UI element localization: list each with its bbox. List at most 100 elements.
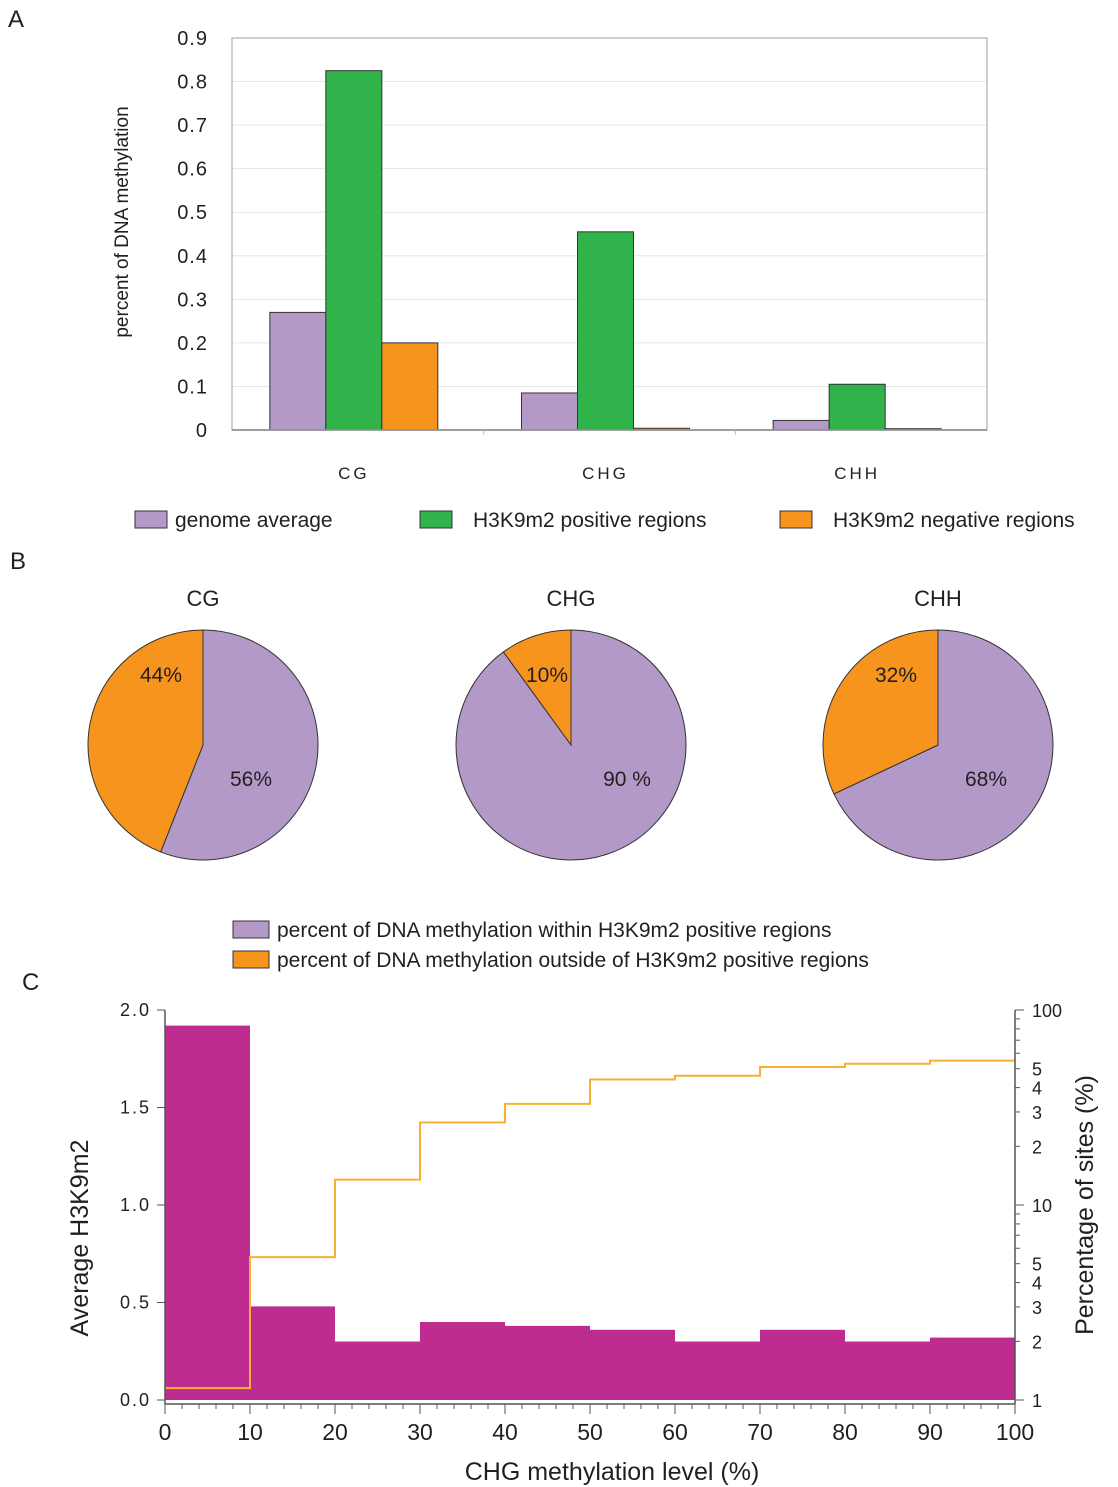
- panel-c-histogram: C 0 10 20 30 40 50 60 70 80 90 100 0.0 0.5 1.0 1.5 2.0 1…: [22, 969, 1099, 1486]
- pie-label-chh-0: 68%: [965, 768, 1007, 791]
- bar-cg-h3k9m2-positive-regions: [325, 70, 383, 431]
- y-tick-label-0-9: 0.9: [177, 28, 208, 50]
- legend-label-h3k9m2-negative-regions: H3K9m2 negative regions: [833, 509, 1075, 532]
- histogram-bar-50-60: [590, 1329, 675, 1400]
- cumulative-step-line: [165, 1059, 1015, 1390]
- panel-b-pie-charts: B CG 56% 44% CHG 90 % 10% CHH 68% 32% percent of…: [10, 548, 1054, 972]
- pies: CG 56% 44% CHG 90 % 10% CHH 68% 32%: [87, 586, 1054, 861]
- right-tick-label-10: 10: [1032, 1196, 1052, 1216]
- y-tick-label-0-3: 0.3: [177, 289, 208, 311]
- x-tick-label-90: 90: [917, 1419, 943, 1445]
- right-tick-label-1: 1: [1032, 1391, 1042, 1411]
- histogram-bar-60-70: [675, 1341, 760, 1400]
- pie-slice-chg-0: [455, 629, 687, 861]
- x-tick-label-40: 40: [492, 1419, 518, 1445]
- legend: genome average H3K9m2 positive regions H3K…: [134, 509, 1075, 532]
- legend-swatch-0: [232, 920, 270, 939]
- right-tick-label-20: 2: [1032, 1137, 1042, 1157]
- right-tick-label-100: 100: [1032, 1001, 1062, 1021]
- y-tick-label-0-1: 0.1: [177, 376, 208, 398]
- pie-title-chg: CHG: [547, 586, 596, 611]
- x-tick-label-50: 50: [577, 1419, 603, 1445]
- right-tick-label-4: 4: [1032, 1274, 1042, 1294]
- pie-title-chh: CHH: [914, 586, 962, 611]
- bar-chg-h3k9m2-positive-regions: [577, 231, 634, 431]
- pie-slice-chh-0: [833, 629, 1054, 861]
- pie-slice-chh-1: [822, 629, 939, 795]
- histogram-bar-10-20: [250, 1306, 335, 1400]
- category-label-chg: CHG: [582, 464, 629, 483]
- pie-label-chg-1: 10%: [526, 664, 568, 687]
- histogram-bar-30-40: [420, 1322, 505, 1400]
- right-tick-label-5: 5: [1032, 1255, 1042, 1275]
- x-tick-label-60: 60: [662, 1419, 688, 1445]
- pie-slice-cg-1: [87, 629, 204, 853]
- y-tick-label-0-6: 0.6: [177, 159, 208, 181]
- legend-label-h3k9m2-positive-regions: H3K9m2 positive regions: [473, 509, 706, 532]
- legend-swatch-h3k9m2-negative-regions: [779, 510, 813, 529]
- pie-chg: CHG 90 % 10%: [455, 586, 687, 861]
- bar-cg-genome-average: [269, 311, 327, 431]
- x-tick-label-70: 70: [747, 1419, 773, 1445]
- left-tick-label-1-0: 1.0: [120, 1195, 151, 1215]
- tick-labels: 0 10 20 30 40 50 60 70 80 90 100 0.0 0.5 1.0 1.5 2.0 1 2 3…: [120, 1000, 1062, 1445]
- y-tick-label-0-5: 0.5: [177, 202, 208, 224]
- right-tick-label-30: 3: [1032, 1103, 1042, 1123]
- category-labels: CG CHG CHH: [338, 464, 880, 483]
- histogram-bar-70-80: [760, 1329, 845, 1400]
- legend-swatch-h3k9m2-positive-regions: [419, 510, 453, 529]
- y-tick-label-0-2: 0.2: [177, 333, 208, 355]
- right-tick-label-3: 3: [1032, 1298, 1042, 1318]
- right-tick-label-2: 2: [1032, 1332, 1042, 1352]
- histogram-bar-90-100: [930, 1337, 1015, 1400]
- y-tick-label-0-8: 0.8: [177, 72, 208, 94]
- category-label-chh: CHH: [834, 464, 880, 483]
- left-tick-label-0-0: 0.0: [120, 1390, 151, 1410]
- panel-a-bar-chart: A 00.10.20.30.40.50.60.70.80.9 CG CHG CHH …: [8, 6, 1075, 532]
- x-tick-label-80: 80: [832, 1419, 858, 1445]
- pie-slice-chg-1: [502, 629, 572, 747]
- category-label-cg: CG: [338, 464, 370, 483]
- left-y-axis-title: Average H3K9m2: [66, 1140, 94, 1337]
- histogram-bar-0-10: [165, 1025, 250, 1400]
- legend-label-genome-average: genome average: [175, 509, 333, 532]
- y-tick-label-0: 0: [196, 420, 208, 442]
- pie-cg: CG 56% 44%: [87, 586, 319, 861]
- pie-title-cg: CG: [187, 586, 220, 611]
- pie-label-chg-0: 90 %: [603, 768, 651, 791]
- panel-label-b: B: [10, 548, 26, 575]
- histogram-bar-20-30: [335, 1341, 420, 1400]
- histogram-bar-40-50: [505, 1325, 590, 1400]
- pie-slice-cg-0: [160, 629, 319, 861]
- legend-swatch-1: [232, 950, 270, 969]
- left-tick-label-0-5: 0.5: [120, 1293, 151, 1313]
- legend: percent of DNA methylation within H3K9m2…: [232, 919, 869, 972]
- y-axis-title: percent of DNA methylation: [112, 106, 133, 337]
- axes: [231, 37, 988, 435]
- x-tick-label-10: 10: [237, 1419, 263, 1445]
- x-tick-label-20: 20: [322, 1419, 348, 1445]
- legend-label-0: percent of DNA methylation within H3K9m2…: [277, 919, 831, 942]
- bars: [269, 70, 942, 431]
- pie-chh: CHH 68% 32%: [822, 586, 1054, 861]
- x-tick-label-30: 30: [407, 1419, 433, 1445]
- y-tick-label-0-7: 0.7: [177, 115, 208, 137]
- cumulative-line: [165, 1059, 1015, 1390]
- pie-label-cg-0: 56%: [230, 768, 272, 791]
- pie-label-cg-1: 44%: [140, 664, 182, 687]
- pie-label-chh-1: 32%: [875, 664, 917, 687]
- bar-cg-h3k9m2-negative-regions: [381, 342, 439, 431]
- bar-chh-h3k9m2-positive-regions: [828, 383, 886, 431]
- right-tick-label-50: 5: [1032, 1060, 1042, 1080]
- legend-label-1: percent of DNA methylation outside of H3…: [277, 949, 869, 972]
- x-tick-label-100: 100: [996, 1419, 1034, 1445]
- bar-chh-genome-average: [772, 419, 830, 431]
- right-y-axis-title: Percentage of sites (%): [1071, 1075, 1099, 1335]
- histogram-bar-80-90: [845, 1341, 930, 1400]
- histogram-bars: [165, 1025, 1015, 1400]
- y-tick-labels: 0 0.1 0.2 0.3 0.4 0.5 0.6 0.7 0.8 0.9: [177, 28, 208, 442]
- x-axis-title: CHG methylation level (%): [465, 1458, 760, 1486]
- x-tick-label-0: 0: [159, 1419, 172, 1445]
- left-tick-label-1-5: 1.5: [120, 1098, 151, 1118]
